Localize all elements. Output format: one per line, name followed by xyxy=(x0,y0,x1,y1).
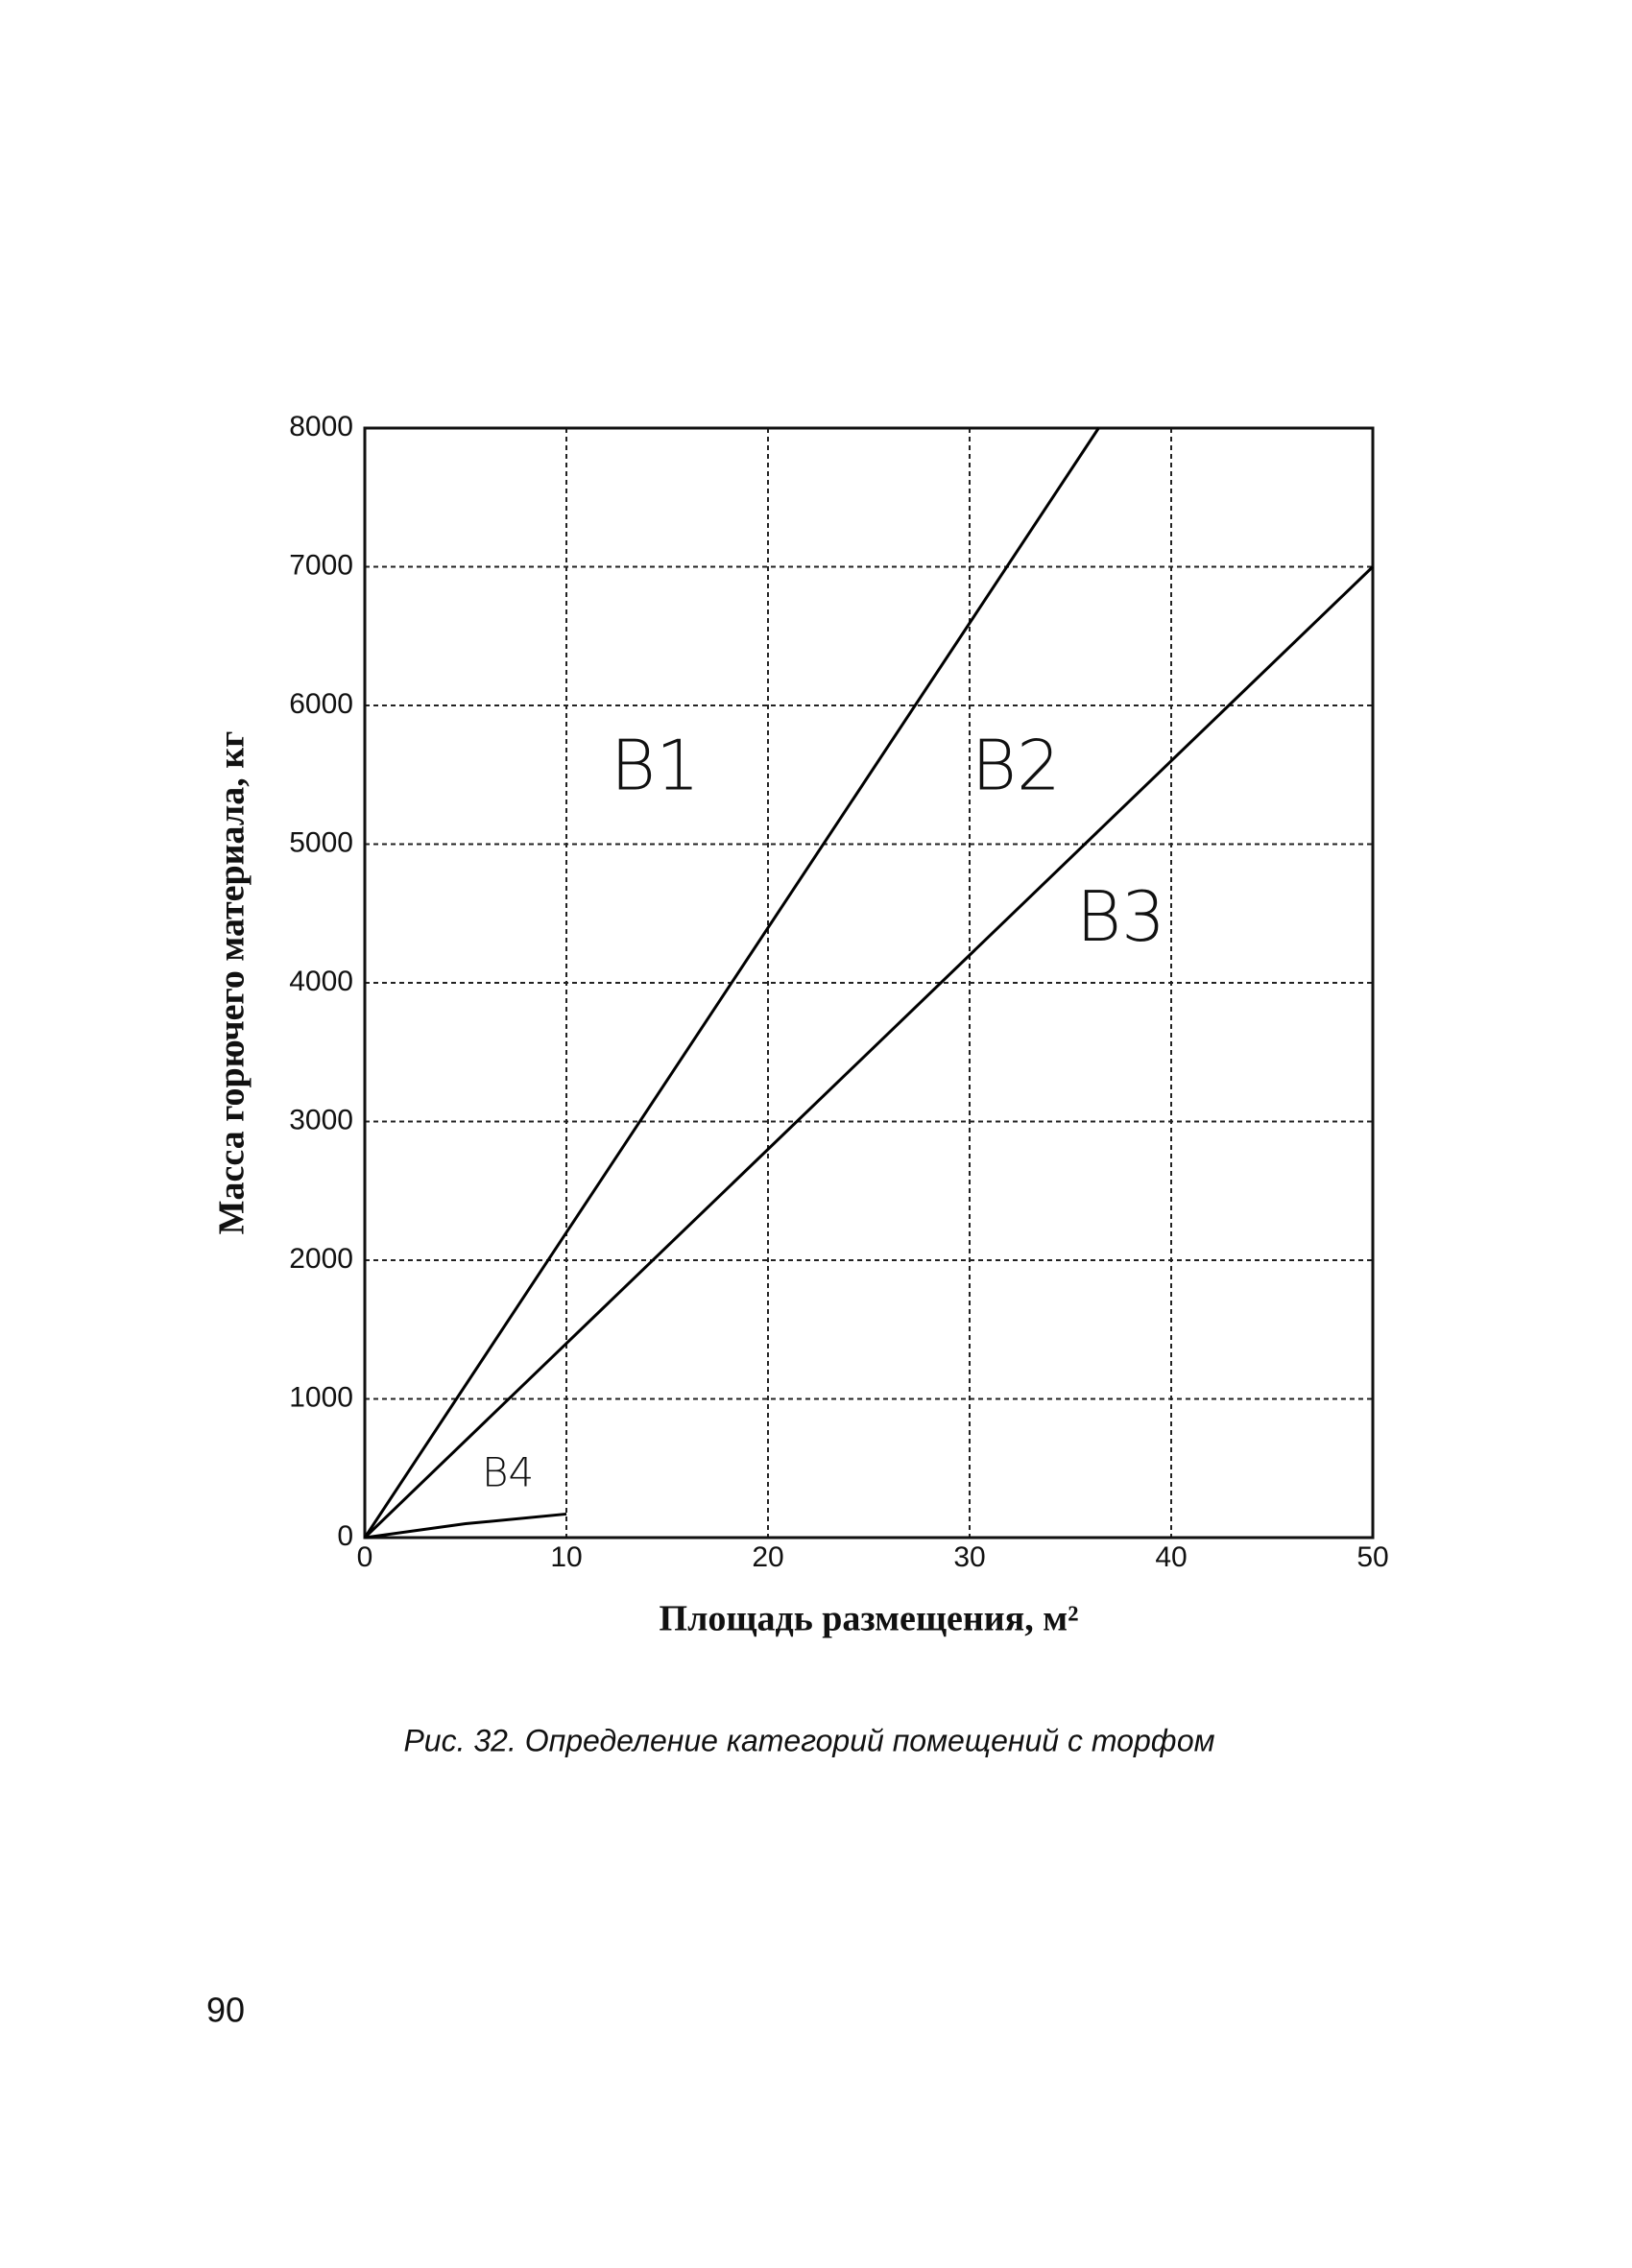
region-label: В2 xyxy=(972,725,1061,805)
series-line xyxy=(363,427,1100,1539)
plot-frame xyxy=(363,426,1375,1540)
region-label: В1 xyxy=(611,725,700,805)
y-tick-label: 2000 xyxy=(289,1243,353,1275)
y-tick-label: 7000 xyxy=(289,549,353,581)
y-tick-label: 1000 xyxy=(289,1381,353,1413)
region-label: В4 xyxy=(482,1448,534,1495)
x-tick-label: 40 xyxy=(1155,1541,1187,1573)
y-axis-label: Масса горючего материала, кг xyxy=(212,731,252,1235)
series-line xyxy=(363,565,1375,1540)
y-tick-label: 3000 xyxy=(289,1104,353,1135)
y-tick-label: 0 xyxy=(337,1520,353,1552)
y-tick-label: 6000 xyxy=(289,688,353,720)
x-tick-label: 50 xyxy=(1356,1541,1388,1573)
x-tick-label: 20 xyxy=(752,1541,783,1573)
series-line xyxy=(364,1512,567,1540)
y-tick-label: 5000 xyxy=(289,826,353,858)
y-tick-label: 4000 xyxy=(289,966,353,997)
y-tick-label: 8000 xyxy=(289,411,353,442)
page-number: 90 xyxy=(206,1991,245,2030)
x-tick-label: 10 xyxy=(550,1541,582,1573)
caption: Рис. 32. Определение категорий помещений… xyxy=(403,1723,1214,1757)
x-axis-label: Площадь размещения, м² xyxy=(660,1599,1079,1639)
region-label: В3 xyxy=(1076,876,1165,957)
x-tick-label: 30 xyxy=(953,1541,985,1573)
x-tick-label: 0 xyxy=(357,1541,373,1573)
